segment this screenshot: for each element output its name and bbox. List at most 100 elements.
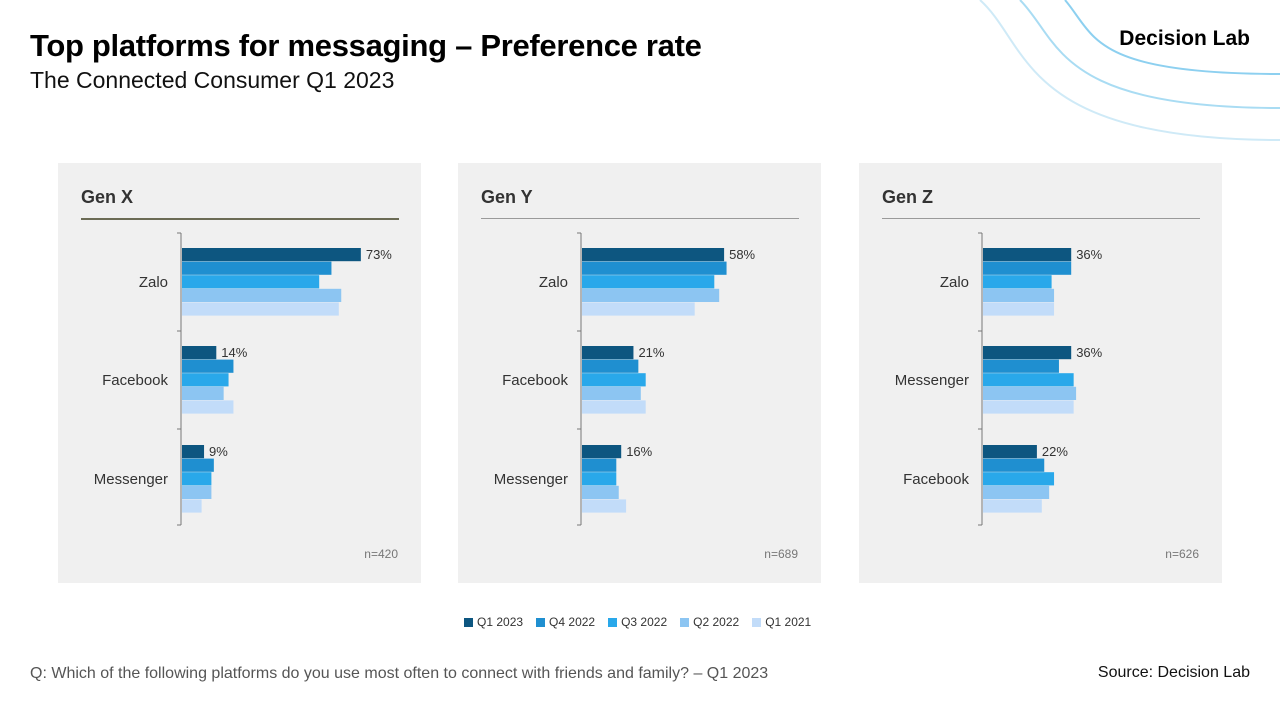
bar-q2-2022 <box>582 288 720 302</box>
category-label: Facebook <box>502 372 568 389</box>
data-label: 9% <box>209 444 228 459</box>
page-subtitle: The Connected Consumer Q1 2023 <box>30 67 395 93</box>
bar-q3-2022 <box>182 275 320 289</box>
bar-q2-2022 <box>182 485 212 499</box>
bar-q4-2022 <box>983 261 1072 275</box>
legend-label: Q2 2022 <box>693 615 740 629</box>
bar-q1-2021 <box>182 400 234 414</box>
bar-q4-2022 <box>182 261 332 275</box>
panel-title: Gen Y <box>481 187 533 207</box>
bar-q1-2021 <box>182 499 202 513</box>
legend-label: Q1 2023 <box>477 615 524 629</box>
panel-title: Gen X <box>81 187 134 207</box>
bar-q2-2022 <box>983 288 1055 302</box>
panel-title: Gen Z <box>882 187 934 207</box>
deco-curve-1 <box>979 0 1280 141</box>
bar-q1-2021 <box>582 499 627 513</box>
bar-q4-2022 <box>582 359 639 373</box>
bar-q4-2022 <box>983 458 1045 472</box>
data-label: 22% <box>1042 444 1068 459</box>
bar-q1-2023 <box>582 445 622 459</box>
panel-title-rule <box>81 218 399 220</box>
data-label: 73% <box>366 247 392 262</box>
bar-q2-2022 <box>983 386 1077 400</box>
data-label: 58% <box>729 247 755 262</box>
chart-panel-gen-y: Gen Y Zalo 58% Facebook 21% Messenger 16% n=6… <box>458 163 821 583</box>
data-label: 36% <box>1076 345 1102 360</box>
bar-q2-2022 <box>582 485 619 499</box>
category-label: Messenger <box>494 471 568 488</box>
bar-q1-2023 <box>182 346 217 360</box>
chart-panel-gen-z: Gen Z Zalo 36% Messenger 36% Facebook 22% n=6… <box>859 163 1222 583</box>
panel-title-rule <box>882 218 1200 219</box>
bar-q3-2022 <box>983 275 1052 289</box>
legend-item: Q1 2021 <box>752 615 811 629</box>
bar-q1-2023 <box>983 248 1072 262</box>
category-label: Zalo <box>139 274 168 291</box>
panel-title-rule <box>481 218 799 219</box>
bar-q1-2021 <box>582 400 646 414</box>
sample-size: n=689 <box>764 547 798 561</box>
sample-size: n=626 <box>1165 547 1199 561</box>
bar-q2-2022 <box>582 386 641 400</box>
legend-swatch <box>752 617 762 627</box>
bar-q1-2023 <box>182 445 205 459</box>
legend-label: Q1 2021 <box>765 615 812 629</box>
bar-q4-2022 <box>182 458 214 472</box>
bar-q1-2023 <box>983 445 1037 459</box>
category-label: Messenger <box>895 372 969 389</box>
bar-q3-2022 <box>983 472 1055 486</box>
deco-curve-3 <box>1064 0 1280 75</box>
category-label: Zalo <box>940 274 969 291</box>
source-note: Source: Decision Lab <box>1097 664 1250 681</box>
bar-q3-2022 <box>983 373 1074 387</box>
bar-q4-2022 <box>983 359 1059 373</box>
bar-q2-2022 <box>182 288 342 302</box>
brand-logo: Decision Lab <box>1119 27 1250 50</box>
bar-q3-2022 <box>182 373 229 387</box>
bar-q3-2022 <box>582 472 617 486</box>
bar-q1-2021 <box>182 302 339 316</box>
bar-chart-gen-x: Zalo 73% Facebook 14% Messenger 9% <box>94 232 392 526</box>
bar-q1-2021 <box>983 302 1055 316</box>
legend-label: Q3 2022 <box>621 615 668 629</box>
data-label: 36% <box>1076 247 1102 262</box>
bar-q2-2022 <box>182 386 224 400</box>
bar-q3-2022 <box>582 275 715 289</box>
bar-q1-2023 <box>582 248 725 262</box>
decorative-curves <box>979 0 1280 141</box>
bar-q1-2021 <box>582 302 695 316</box>
legend-item: Q1 2023 <box>464 615 523 629</box>
bar-chart-gen-z: Zalo 36% Messenger 36% Facebook 22% <box>895 232 1103 526</box>
legend-swatch <box>680 617 690 627</box>
page-title: Top platforms for messaging – Preference… <box>30 28 702 63</box>
category-label: Messenger <box>94 471 168 488</box>
chart-panel-gen-x: Gen X Zalo 73% Facebook 14% Messenger 9% n=42… <box>58 163 421 583</box>
bar-chart-gen-y: Zalo 58% Facebook 21% Messenger 16% <box>494 232 756 526</box>
bar-q4-2022 <box>582 458 617 472</box>
bar-q3-2022 <box>182 472 212 486</box>
bar-q1-2023 <box>182 248 361 262</box>
bar-q1-2023 <box>582 346 634 360</box>
category-label: Zalo <box>539 274 568 291</box>
bar-q1-2021 <box>983 499 1042 513</box>
chart-legend: Q1 2023 Q4 2022 Q3 2022 Q2 2022 Q1 2021 <box>464 615 811 629</box>
legend-item: Q4 2022 <box>536 615 595 629</box>
bar-q4-2022 <box>582 261 727 275</box>
legend-label: Q4 2022 <box>549 615 596 629</box>
legend-item: Q3 2022 <box>608 615 667 629</box>
legend-swatch <box>608 617 618 627</box>
bar-q1-2021 <box>983 400 1074 414</box>
data-label: 21% <box>638 345 664 360</box>
bar-q1-2023 <box>983 346 1072 360</box>
deco-curve-2 <box>1019 0 1280 109</box>
bar-q3-2022 <box>582 373 646 387</box>
data-label: 16% <box>626 444 652 459</box>
category-label: Facebook <box>102 372 168 389</box>
legend-swatch <box>536 617 546 627</box>
legend-swatch <box>464 617 473 627</box>
category-label: Facebook <box>903 471 969 488</box>
legend-item: Q2 2022 <box>680 615 739 629</box>
data-label: 14% <box>221 345 247 360</box>
survey-question: Q: Which of the following platforms do y… <box>30 665 769 682</box>
